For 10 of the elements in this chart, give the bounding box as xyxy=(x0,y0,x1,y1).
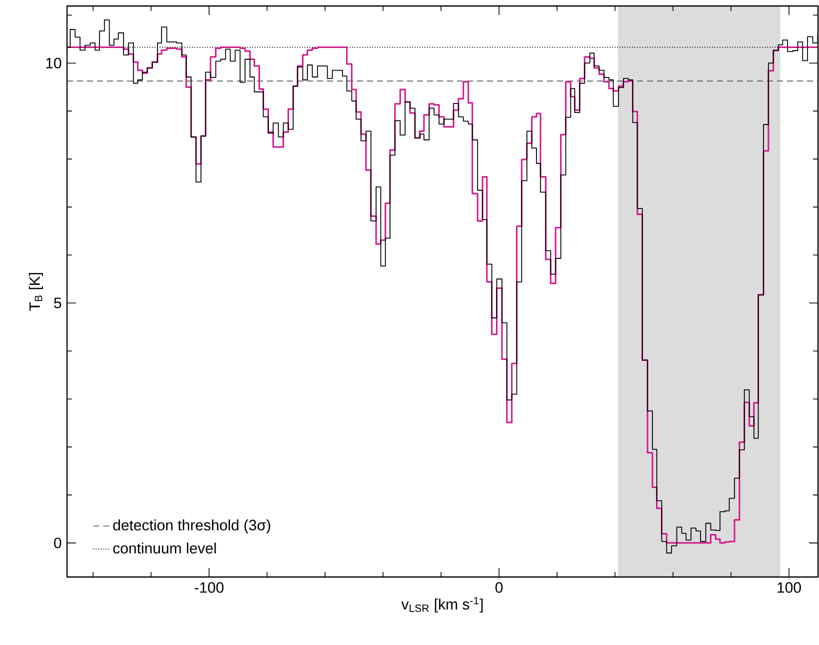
x-tick-label: 100 xyxy=(778,582,801,593)
y-tick-label: 5 xyxy=(54,298,62,308)
legend-label: continuum level xyxy=(113,542,216,554)
y-tick-label: 0 xyxy=(54,538,62,548)
x-tick-label: 0 xyxy=(495,582,503,593)
y-axis-title: T$_{B}$ [K] xyxy=(28,272,43,311)
x-tick-label: -100 xyxy=(194,582,224,593)
x-axis-title: v$_{LSR}$ [km s$^{-1}$] xyxy=(401,597,483,613)
y-tick-label: 10 xyxy=(46,58,62,68)
legend-label: detection threshold (3σ) xyxy=(113,519,270,534)
